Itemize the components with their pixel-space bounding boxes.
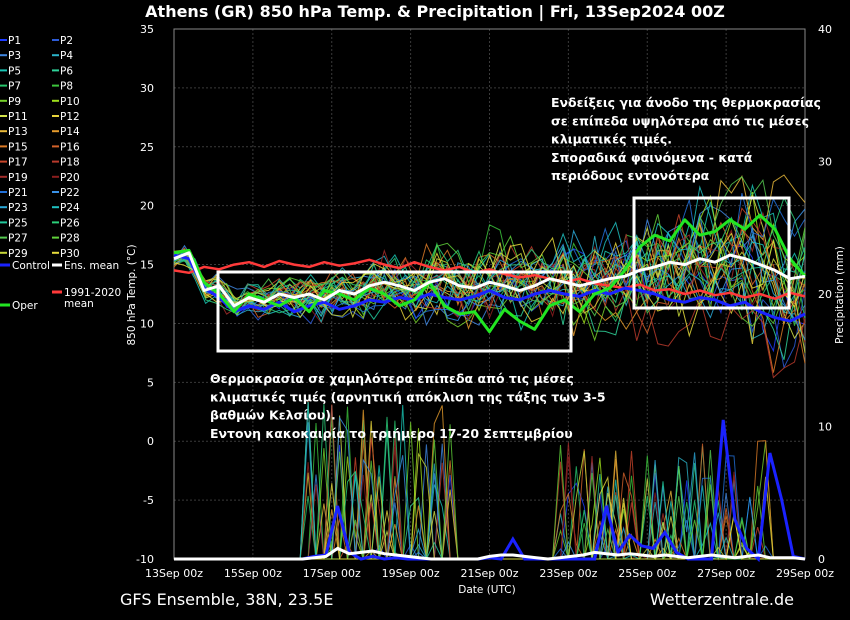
legend-label: P20 xyxy=(60,172,80,184)
legend-label: P10 xyxy=(60,96,80,108)
x-tick-label: 17Sep 00z xyxy=(303,567,361,580)
legend-label: P2 xyxy=(60,35,73,47)
y-left-tick-label: 0 xyxy=(147,435,154,448)
y-axis-right-title: Precipitation (mm) xyxy=(834,246,846,344)
x-tick-label: 23Sep 00z xyxy=(539,567,597,580)
y-right-tick-label: 0 xyxy=(818,553,825,566)
y-right-tick-label: 20 xyxy=(818,288,832,301)
annotation-line: κλιματικές τιμές. xyxy=(551,132,672,147)
x-tick-label: 29Sep 00z xyxy=(776,567,834,580)
footer-right: Wetterzentrale.de xyxy=(650,590,794,609)
legend-label: P30 xyxy=(60,248,80,260)
legend-label: P28 xyxy=(60,233,80,245)
x-tick-label: 15Sep 00z xyxy=(224,567,282,580)
y-left-tick-label: -5 xyxy=(143,494,154,507)
legend-label: P27 xyxy=(8,233,28,245)
legend-label: P18 xyxy=(60,157,80,169)
legend-label: P23 xyxy=(8,202,28,214)
legend-label: P26 xyxy=(60,217,80,229)
legend: P1 P2 P3 P4 P5 P6 P7 P8 P9 P10 P11 P12 P13 P14 P15 P16 P… xyxy=(0,35,121,312)
legend-label: Control xyxy=(12,260,50,272)
legend-label: P8 xyxy=(60,81,73,93)
chart-title: Athens (GR) 850 hPa Temp. & Precipitatio… xyxy=(145,2,725,22)
legend-label: P16 xyxy=(60,141,80,153)
footer-left: GFS Ensemble, 38N, 23.5E xyxy=(120,590,333,609)
y-left-tick-label: 10 xyxy=(140,317,154,330)
legend-label: P11 xyxy=(8,111,28,123)
y-axis-left-title: 850 hPa Temp. (°C) xyxy=(126,244,138,345)
y-left-tick-label: -10 xyxy=(136,553,154,566)
member-temp-line xyxy=(173,214,806,327)
temp-line-control xyxy=(173,253,806,323)
legend-label: P9 xyxy=(8,96,21,108)
cool-period-box xyxy=(216,270,573,353)
y-right-tick-label: 30 xyxy=(818,156,832,169)
legend-label: P3 xyxy=(8,50,21,62)
precip-line-ens-mean xyxy=(174,546,806,561)
temp-line-1991-2020-mean xyxy=(173,258,806,300)
legend-label: Ens. mean xyxy=(64,260,119,272)
annotation-line: περιόδους εντονότερα xyxy=(551,168,710,183)
y-left-tick-label: 20 xyxy=(140,200,154,213)
y-left-tick-label: 5 xyxy=(147,376,154,389)
annotation-line: βαθμών Κελσίου). xyxy=(210,408,336,423)
annotation-line: κλιματικές τιμές (αρνητική απόκλιση της … xyxy=(210,389,606,404)
legend-label: P25 xyxy=(8,217,28,229)
annotation-line: Ενδείξεις για άνοδο της θερμοκρασίας xyxy=(551,95,821,110)
legend-label: P1 xyxy=(8,35,21,47)
annotation-line: Σποραδικά φαινόμενα - κατά xyxy=(551,150,753,165)
legend-label: P29 xyxy=(8,248,28,260)
member-temp-line xyxy=(173,192,806,325)
x-tick-label: 25Sep 00z xyxy=(618,567,676,580)
y-left-tick-label: 15 xyxy=(140,259,154,272)
annotation-line: Εντονη κακοκαιρία το τριήμερο 17-20 Σεπτ… xyxy=(210,426,573,441)
annotation-boxes xyxy=(216,196,791,353)
y-right-tick-label: 40 xyxy=(818,23,832,36)
legend-label: P24 xyxy=(60,202,80,214)
legend-label: 1991-2020 xyxy=(64,287,121,299)
temp-line-oper xyxy=(173,213,807,334)
y-left-tick-label: 25 xyxy=(140,141,154,154)
y-right-tick-label: 10 xyxy=(818,421,832,434)
x-axis-title: Date (UTC) xyxy=(458,584,515,596)
temp-line-ens-mean xyxy=(173,251,806,308)
annotation-line: σε επίπεδα υψηλότερα από τις μέσες xyxy=(551,113,809,128)
member-temp-line xyxy=(173,220,806,326)
legend-label: P7 xyxy=(8,81,21,93)
legend-label: P6 xyxy=(60,65,73,77)
legend-label: P5 xyxy=(8,65,21,77)
x-tick-label: 27Sep 00z xyxy=(697,567,755,580)
x-tick-label: 19Sep 00z xyxy=(382,567,440,580)
legend-label: Oper xyxy=(12,300,38,312)
legend-label: P17 xyxy=(8,157,28,169)
legend-label: P19 xyxy=(8,172,28,184)
legend-label: P22 xyxy=(60,187,80,199)
legend-label: P21 xyxy=(8,187,28,199)
legend-label: mean xyxy=(64,298,94,310)
legend-label: P4 xyxy=(60,50,73,62)
warm-period-box xyxy=(632,196,791,310)
member-temp-line xyxy=(173,221,806,335)
x-tick-label: 13Sep 00z xyxy=(145,567,203,580)
y-left-tick-label: 30 xyxy=(140,82,154,95)
legend-label: P13 xyxy=(8,126,28,138)
member-temp-line xyxy=(173,196,806,315)
main-series xyxy=(173,213,807,563)
axis-ticks: 35 30 25 20 15 10 5 0 -5 -10 40 30 20 10 0 13Sep 00z 15S… xyxy=(136,23,834,580)
legend-label: P15 xyxy=(8,141,28,153)
x-tick-label: 21Sep 00z xyxy=(461,567,519,580)
legend-label: P14 xyxy=(60,126,80,138)
y-left-tick-label: 35 xyxy=(140,23,154,36)
annotation-line: Θερμοκρασία σε χαμηλότερα επίπεδα από τι… xyxy=(210,371,574,386)
annotations: Ενδείξεις για άνοδο της θερμοκρασίας σε ε… xyxy=(210,95,821,441)
legend-label: P12 xyxy=(60,111,80,123)
